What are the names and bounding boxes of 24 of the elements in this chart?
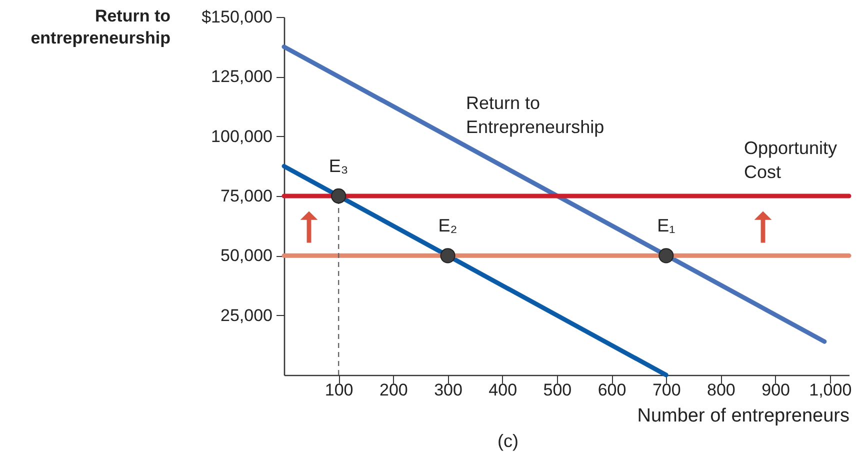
y-tick-label: $150,000 <box>202 8 272 26</box>
y-axis-title: Return to entrepreneurship <box>30 6 170 48</box>
annotation: E₁ <box>657 216 676 236</box>
y-tick-label: 100,000 <box>211 126 272 146</box>
x-tick-label: 100 <box>324 380 354 400</box>
series-label: Opportunity Cost <box>744 138 838 182</box>
x-tick-label: 1,000 <box>809 380 852 400</box>
x-tick-label: 300 <box>434 380 462 400</box>
x-tick-label: 900 <box>762 380 790 400</box>
x-tick-label: 500 <box>543 380 572 400</box>
x-tick-label: 700 <box>652 380 681 400</box>
y-tick-label: 125,000 <box>211 67 272 86</box>
y-tick-label: 25,000 <box>220 306 272 325</box>
annotation: E₃ <box>328 156 348 176</box>
text: (c) <box>498 431 518 451</box>
y-tick-label: 75,000 <box>220 186 272 206</box>
x-tick-label: 800 <box>707 380 736 400</box>
annotation: E₂ <box>438 216 458 236</box>
x-axis-title: Number of entrepreneurs <box>637 406 850 426</box>
x-tick-label: 400 <box>488 380 518 400</box>
series-label: Return to Entrepreneurship <box>466 93 604 137</box>
y-tick-label: 50,000 <box>220 246 272 266</box>
x-tick-label: 200 <box>379 380 408 400</box>
x-tick-label: 600 <box>598 380 626 400</box>
